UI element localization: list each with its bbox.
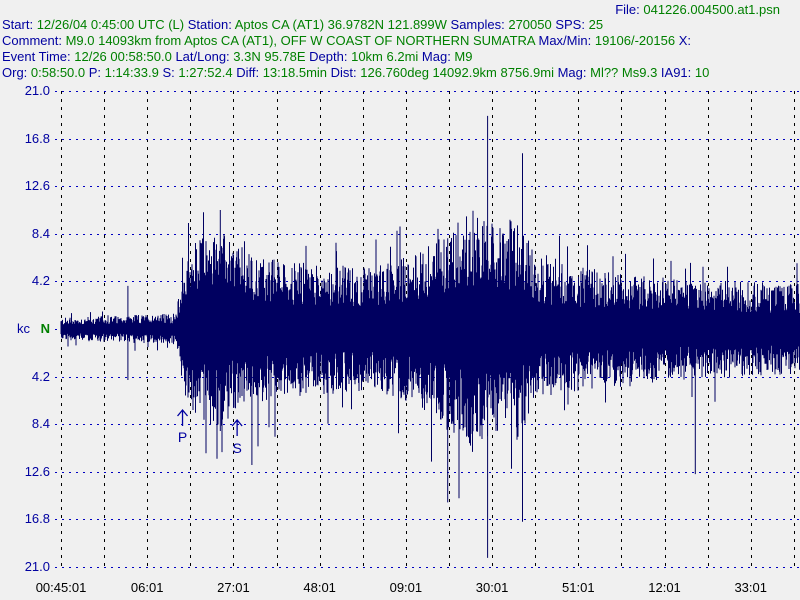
y-tick-label: 4.2 [31, 368, 50, 384]
header-value: 19106/-20156 [594, 33, 679, 48]
header-label: Samples: [450, 17, 509, 32]
header-value: 1:14:33.9 [104, 65, 163, 80]
header-label: Mag: [557, 65, 591, 80]
y-tick-label: 8.4 [31, 225, 50, 241]
y-tick-label: 12.6 [24, 178, 50, 194]
header-value: 0:58:50.0 [30, 65, 89, 80]
file-name-line: File: 041226.004500.at1.psn [615, 2, 780, 17]
x-tick-label: 09:01 [389, 580, 423, 595]
header-label: X: [678, 33, 691, 48]
header-label: Lat/Long: [175, 49, 234, 64]
header-label: Station: [187, 17, 235, 32]
header-line: Start: 12/26/04 0:45:00 UTC (L) Station:… [2, 17, 603, 32]
header-label: P: [88, 65, 105, 80]
header-value: 041226.004500.at1.psn [643, 2, 780, 17]
y-tick-label: 4.2 [31, 273, 50, 289]
header-label: File: [615, 2, 644, 17]
header-label: Mag: [421, 49, 455, 64]
header-value: 10 [694, 65, 710, 80]
header-label: Start: [2, 17, 37, 32]
y-tick-label: 21.0 [24, 83, 50, 98]
header-value: M9 [454, 49, 473, 64]
phase-marker-label: S [232, 440, 242, 456]
center-label: N [40, 321, 50, 336]
header-line: Org: 0:58:50.0 P: 1:14:33.9 S: 1:27:52.4… [2, 65, 709, 80]
y-tick-label: 16.8 [24, 130, 50, 146]
header-value: 12/26/04 0:45:00 UTC (L) [36, 17, 188, 32]
header-label: S: [162, 65, 179, 80]
seismic-trace [60, 115, 800, 558]
y-tick-label: 8.4 [31, 416, 50, 432]
x-tick-label: 30:01 [475, 580, 509, 595]
header-label: Event Time: [2, 49, 75, 64]
header-label: Comment: [2, 33, 66, 48]
header-value: 10km 6.2mi [351, 49, 422, 64]
header-value: M9.0 14093km from Aptos CA (AT1), OFF W … [65, 33, 539, 48]
header-label: Diff: [236, 65, 263, 80]
header-label: Max/Min: [538, 33, 595, 48]
header-value: 270050 [508, 17, 556, 32]
header-value: 126.760deg 14092.9km 8756.9mi [360, 65, 558, 80]
header-value: 1:27:52.4 [178, 65, 237, 80]
x-tick-label: 33:01 [734, 580, 767, 595]
x-tick-label: 06:01 [130, 580, 164, 595]
header-value: 25 [588, 17, 604, 32]
header-label: Dist: [330, 65, 361, 80]
y-axis-unit: kc [17, 321, 30, 336]
x-tick-label: 51:01 [562, 580, 595, 595]
header-line: Event Time: 12/26 00:58:50.0 Lat/Long: 3… [2, 49, 472, 64]
header-value: 13:18.5min [262, 65, 331, 80]
header-label: IA91: [660, 65, 695, 80]
x-tick-label: 00:45:01 [35, 580, 87, 595]
x-tick-label: 12:01 [648, 580, 681, 595]
header-label: Depth: [309, 49, 352, 64]
phase-marker-label: P [177, 429, 188, 445]
y-tick-label: 12.6 [24, 463, 50, 479]
y-tick-label: 16.8 [24, 511, 50, 527]
phase-arrow-icon [231, 418, 243, 436]
header-value: 12/26 00:58:50.0 [74, 49, 176, 64]
header-label: Org: [2, 65, 31, 80]
phase-arrow-icon [177, 408, 189, 426]
header-line: Comment: M9.0 14093km from Aptos CA (AT1… [2, 33, 691, 48]
y-tick-label: 21.0 [24, 559, 50, 574]
x-tick-label: 27:01 [217, 580, 250, 595]
header-value: 3.3N 95.78E [233, 49, 310, 64]
x-tick-label: 48:01 [303, 580, 336, 595]
header-value: Ml?? Ms9.3 [590, 65, 661, 80]
header-label: SPS: [555, 17, 589, 32]
header-value: Aptos CA (AT1) 36.9782N 121.899W [234, 17, 451, 32]
